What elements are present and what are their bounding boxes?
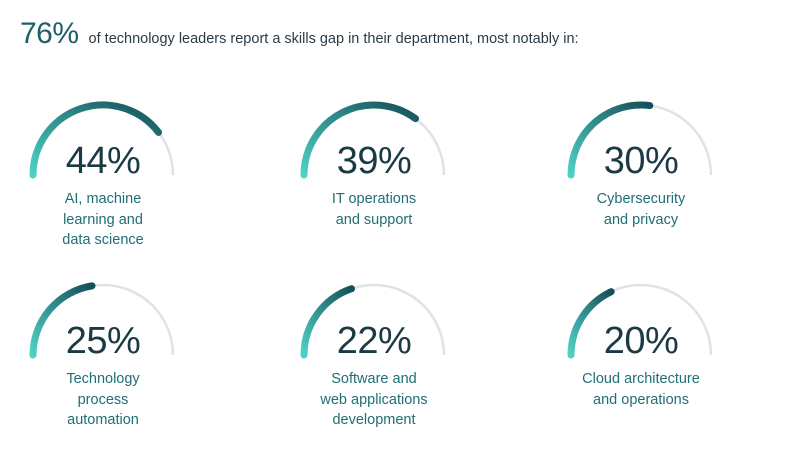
gauge-category-label-line: process xyxy=(77,391,129,408)
gauge-svg xyxy=(29,282,175,359)
gauge-category-label-line: Technology xyxy=(66,371,140,387)
headline-text: of technology leaders report a skills ga… xyxy=(88,31,579,47)
gauge-category-label: Technology process automation xyxy=(3,369,203,431)
gauge-category-label-line: data science xyxy=(62,232,144,248)
gauge-category-label: Cybersecurity and privacy xyxy=(541,189,741,230)
gauge-value-arc xyxy=(300,101,419,179)
gauge-value-label: 20% xyxy=(603,320,679,362)
gauge-svg xyxy=(300,283,446,359)
gauge-category-label-line: Cybersecurity xyxy=(596,191,686,207)
gauge-category-label-line: and support xyxy=(335,211,413,228)
header: 76% of technology leaders report a skill… xyxy=(20,14,780,54)
gauge: 39% IT operations and support xyxy=(264,101,484,273)
gauge-value-arc xyxy=(567,101,654,179)
gauge-category-label-line: web applications xyxy=(320,391,428,408)
gauge-category-label-line: and privacy xyxy=(603,211,679,228)
gauge-category-label-line: Software and xyxy=(331,371,417,387)
gauge: 44% AI, machine learning and data science xyxy=(0,101,213,273)
gauge-value-arc xyxy=(29,282,96,359)
gauge-value-label: 39% xyxy=(336,140,412,182)
gauge: 20% Cloud architecture and operations xyxy=(531,283,751,453)
gauge-value-label: 22% xyxy=(336,320,412,362)
gauge-category-label-line: AI, machine xyxy=(64,191,142,207)
gauge-category-label: Software and web applications development xyxy=(274,369,474,431)
headline-stat: 76% xyxy=(20,17,79,50)
gauge-value-arc xyxy=(567,288,615,359)
gauge: 22% Software and web applications developme… xyxy=(264,283,484,453)
gauge-category-label-line: Cloud architecture xyxy=(582,371,700,387)
gauge-category-label-line: IT operations xyxy=(331,191,417,207)
gauge-category-label-line: automation xyxy=(67,412,139,428)
gauge-category-label-line: learning and xyxy=(63,211,143,228)
gauge-value-arc xyxy=(300,285,356,359)
gauge-value-label: 44% xyxy=(65,140,141,182)
gauge-category-label-line: and operations xyxy=(593,391,689,408)
gauge-category-label: IT operations and support xyxy=(274,189,474,230)
gauge: 25% Technology process automation xyxy=(0,282,213,453)
gauge-value-label: 30% xyxy=(603,140,679,182)
gauge-category-label: AI, machine learning and data science xyxy=(3,189,203,251)
gauge-svg xyxy=(567,283,713,359)
gauge-svg xyxy=(29,101,175,179)
gauge-value-label: 25% xyxy=(65,320,141,362)
gauge-svg xyxy=(567,101,713,179)
gauge-category-label-line: development xyxy=(332,412,416,428)
gauge-category-label: Cloud architecture and operations xyxy=(541,369,741,410)
gauge-svg xyxy=(300,101,446,179)
gauge-value-arc xyxy=(29,101,163,179)
gauge: 30% Cybersecurity and privacy xyxy=(531,101,751,273)
